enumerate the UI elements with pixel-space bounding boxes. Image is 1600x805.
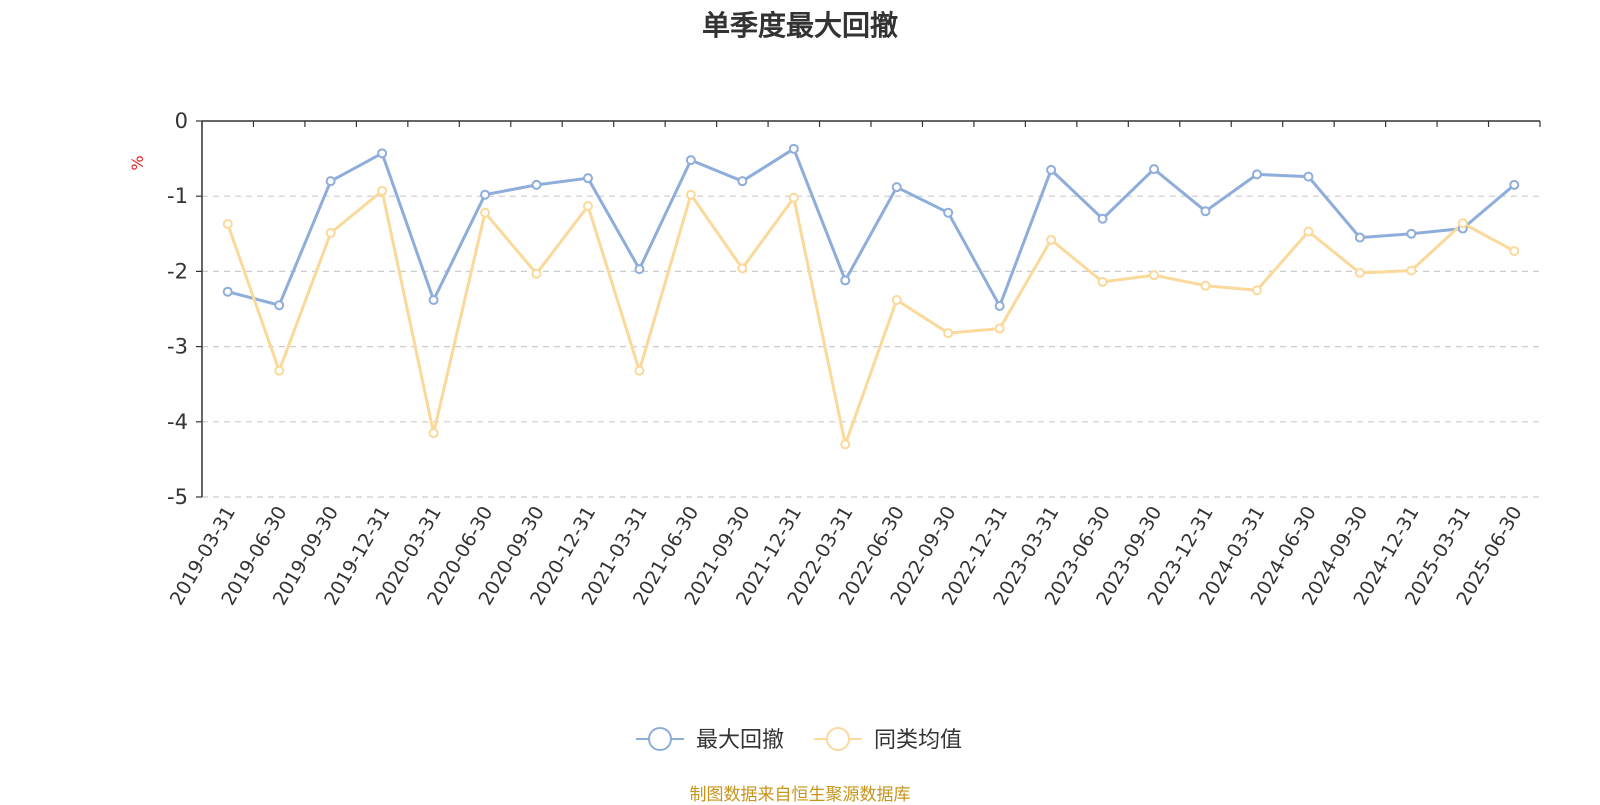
legend[interactable]: 最大回撤 同类均值 bbox=[636, 727, 962, 753]
data-point bbox=[840, 275, 851, 286]
y-tick-label: -1 bbox=[167, 184, 188, 208]
data-point bbox=[1097, 213, 1108, 224]
data-point bbox=[685, 155, 696, 166]
legend-label: 同类均值 bbox=[874, 728, 962, 753]
data-source-note: 制图数据来自恒生聚源数据库 bbox=[689, 785, 911, 805]
data-point bbox=[891, 182, 902, 193]
data-point bbox=[377, 185, 388, 196]
axes bbox=[196, 120, 1541, 498]
data-point bbox=[1200, 280, 1211, 291]
data-point bbox=[1200, 206, 1211, 217]
grid-lines bbox=[202, 195, 1540, 498]
y-tick-label: -5 bbox=[167, 485, 188, 509]
y-tick-label: -2 bbox=[167, 259, 188, 283]
legend-label: 最大回撤 bbox=[696, 728, 784, 753]
data-point bbox=[634, 264, 645, 275]
data-point bbox=[480, 189, 491, 200]
y-tick-label: -4 bbox=[167, 410, 188, 434]
data-point bbox=[943, 207, 954, 218]
data-point bbox=[1509, 246, 1520, 257]
data-point bbox=[428, 428, 439, 439]
data-point bbox=[1509, 179, 1520, 190]
data-point bbox=[325, 176, 336, 187]
data-point bbox=[1457, 218, 1468, 229]
data-point bbox=[582, 200, 593, 211]
data-point bbox=[222, 219, 233, 230]
data-point bbox=[1149, 270, 1160, 281]
y-axis-unit-label: % bbox=[128, 155, 147, 170]
x-tick-labels: 2019-03-312019-06-302019-09-302019-12-31… bbox=[166, 503, 1527, 610]
data-point bbox=[737, 176, 748, 187]
legend-swatch-marker bbox=[648, 727, 672, 751]
data-point bbox=[480, 207, 491, 218]
data-point bbox=[274, 300, 285, 311]
data-point bbox=[943, 328, 954, 339]
data-point bbox=[582, 173, 593, 184]
data-point bbox=[994, 323, 1005, 334]
series-line bbox=[227, 147, 1516, 308]
data-point bbox=[788, 143, 799, 154]
data-point bbox=[685, 189, 696, 200]
data-point bbox=[1251, 169, 1262, 180]
series-line bbox=[226, 189, 1516, 446]
data-point bbox=[1149, 164, 1160, 175]
y-tick-label: 0 bbox=[175, 109, 188, 133]
data-point bbox=[1303, 226, 1314, 237]
data-point bbox=[840, 439, 851, 450]
data-point bbox=[428, 294, 439, 305]
y-tick-labels: 0 -1 -2 -3 -4 -5 bbox=[167, 109, 188, 509]
data-point bbox=[1251, 285, 1262, 296]
data-point bbox=[994, 300, 1005, 311]
data-point bbox=[891, 294, 902, 305]
data-point bbox=[1097, 276, 1108, 287]
data-point bbox=[1046, 164, 1057, 175]
chart-title: 单季度最大回撤 bbox=[701, 9, 898, 42]
data-point bbox=[1406, 265, 1417, 276]
data-point bbox=[634, 365, 645, 376]
data-point bbox=[1303, 171, 1314, 182]
data-point bbox=[274, 365, 285, 376]
data-point bbox=[1046, 234, 1057, 245]
series-lines bbox=[222, 143, 1520, 450]
data-point bbox=[1354, 232, 1365, 243]
data-point bbox=[531, 268, 542, 279]
legend-swatch-marker bbox=[826, 727, 850, 751]
data-point bbox=[788, 192, 799, 203]
data-point bbox=[1354, 267, 1365, 278]
data-point bbox=[377, 148, 388, 159]
data-point bbox=[531, 179, 542, 190]
data-point bbox=[737, 263, 748, 274]
data-point bbox=[1406, 228, 1417, 239]
data-point bbox=[222, 286, 233, 297]
data-point bbox=[325, 228, 336, 239]
y-tick-label: -3 bbox=[167, 335, 188, 359]
